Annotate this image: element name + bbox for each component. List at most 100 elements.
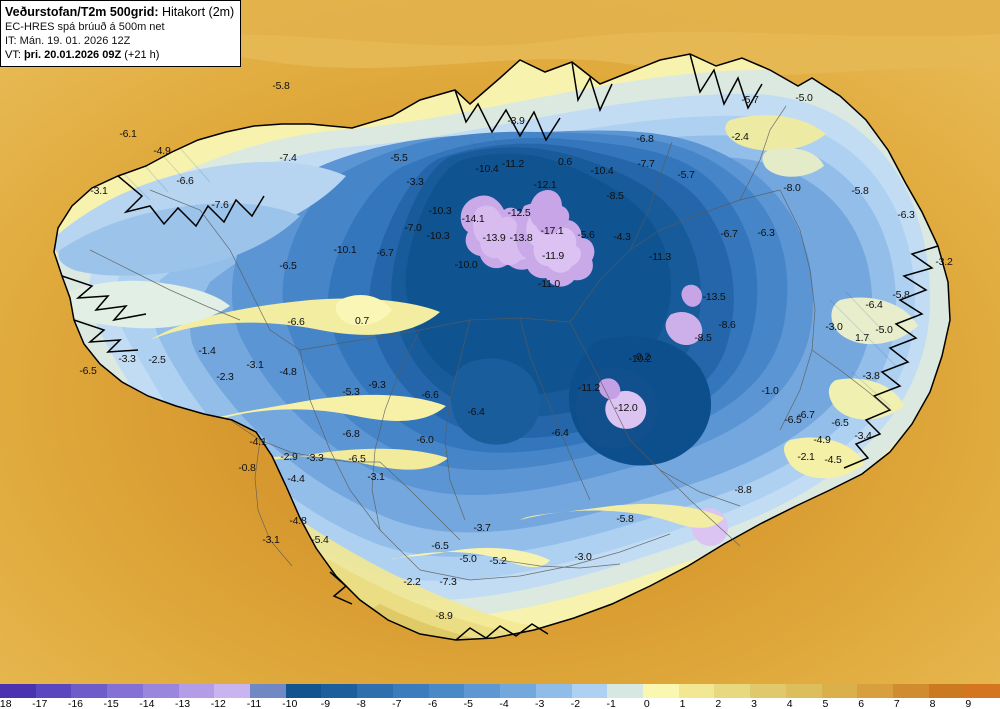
legend-tick: -11 [246, 698, 262, 709]
legend-swatch[interactable] [750, 684, 786, 698]
legend-tick: -14 [139, 698, 155, 709]
temperature-value-label: -6.6 [287, 316, 305, 328]
legend-swatch[interactable] [71, 684, 108, 698]
legend-tick: 8 [929, 698, 936, 709]
temperature-value-label: -4.5 [824, 454, 842, 466]
temperature-value-label: -4.9 [813, 434, 831, 446]
legend-tick-labels: -18-17-16-15-14-13-12-11-10-9-8-7-6-5-4-… [0, 698, 1000, 709]
temperature-value-label: -3.1 [262, 534, 280, 546]
temperature-value-label: -8.6 [718, 319, 736, 331]
temperature-value-label: -10.4 [475, 163, 499, 175]
map-canvas [0, 0, 1000, 684]
temperature-value-label: -4.8 [279, 366, 297, 378]
legend-swatch[interactable] [964, 684, 1000, 698]
legend-tick: 5 [822, 698, 829, 709]
legend-tick: -15 [103, 698, 119, 709]
temperature-value-label: -6.3 [757, 227, 775, 239]
temperature-value-label: 0.6 [558, 156, 572, 168]
temperature-value-label: -3.3 [406, 176, 424, 188]
temperature-value-label: -5.0 [795, 92, 813, 104]
legend-swatch[interactable] [464, 684, 501, 698]
legend-swatch[interactable] [857, 684, 893, 698]
temperature-value-label: -8.5 [606, 190, 624, 202]
temperature-map[interactable]: -6.9-5.8-6.1-4.9-6.6-7.4-3.1-7.6-6.5-10.… [0, 0, 1000, 684]
panel-title-rest: Hitakort (2m) [158, 5, 235, 19]
temperature-value-label: -11.2 [577, 382, 601, 394]
legend-swatch[interactable] [678, 684, 715, 698]
temperature-value-label: -4.8 [289, 515, 307, 527]
legend-swatch[interactable] [0, 684, 36, 698]
temperature-value-label: -6.5 [431, 540, 449, 552]
temperature-value-label: -7.3 [439, 576, 457, 588]
temperature-value-label: -6.5 [79, 365, 97, 377]
legend-swatch[interactable] [142, 684, 179, 698]
temperature-value-label: -3.3 [306, 452, 324, 464]
legend-swatch[interactable] [785, 684, 822, 698]
temperature-value-label: -5.0 [875, 324, 893, 336]
legend-swatch[interactable] [107, 684, 143, 698]
legend-swatch[interactable] [607, 684, 643, 698]
legend-tick: -8 [356, 698, 366, 709]
temperature-value-label: -5.8 [616, 513, 634, 525]
legend-swatch[interactable] [892, 684, 929, 698]
temperature-value-label: -2.4 [731, 131, 749, 143]
legend-swatch[interactable] [392, 684, 429, 698]
legend-tick: -13 [174, 698, 191, 709]
legend-swatch[interactable] [428, 684, 465, 698]
temperature-value-label: -3.1 [90, 185, 108, 197]
legend-swatch[interactable] [535, 684, 572, 698]
legend-swatch[interactable] [571, 684, 608, 698]
temperature-value-label: -12.0 [614, 402, 638, 414]
color-scale-legend[interactable]: -18-17-16-15-14-13-12-11-10-9-8-7-6-5-4-… [0, 684, 1000, 709]
temperature-value-label: -5.8 [892, 289, 910, 301]
legend-swatch[interactable] [35, 684, 72, 698]
temperature-value-label: -5.5 [390, 152, 408, 164]
legend-tick: -18 [0, 698, 12, 709]
temperature-value-label: -8.0 [783, 182, 801, 194]
legend-swatch[interactable] [500, 684, 536, 698]
legend-swatch[interactable] [285, 684, 322, 698]
temperature-value-label: -5.7 [677, 169, 695, 181]
legend-swatch[interactable] [642, 684, 679, 698]
temperature-value-label: -7.6 [211, 199, 229, 211]
temperature-value-label: -2.3 [216, 371, 234, 383]
temperature-value-label: -10.2 [628, 353, 652, 365]
legend-color-bar[interactable] [0, 684, 1000, 698]
temperature-value-label: -2.1 [797, 451, 815, 463]
temperature-value-label: -6.7 [720, 228, 738, 240]
temperature-value-label: -6.4 [551, 427, 569, 439]
temperature-value-label: -10.0 [454, 259, 478, 271]
legend-swatch[interactable] [357, 684, 393, 698]
legend-tick: 0 [643, 698, 650, 709]
legend-swatch[interactable] [928, 684, 965, 698]
temperature-value-label: -6.8 [342, 428, 360, 440]
valid-lead: (+21 h) [121, 49, 160, 62]
temperature-value-label: -5.7 [741, 94, 759, 106]
temperature-value-label: -3.1 [367, 471, 385, 483]
legend-swatch[interactable] [821, 684, 858, 698]
temperature-value-label: -14.1 [461, 213, 485, 225]
temperature-value-label: -6.6 [176, 175, 194, 187]
legend-swatch[interactable] [321, 684, 358, 698]
legend-swatch[interactable] [178, 684, 215, 698]
legend-tick: -9 [320, 698, 331, 709]
legend-swatch[interactable] [214, 684, 251, 698]
temperature-value-label: -3.8 [862, 370, 880, 382]
temperature-value-label: -1.0 [761, 385, 779, 397]
temperature-value-label: -6.1 [119, 128, 137, 140]
legend-tick: -5 [463, 698, 473, 709]
panel-title-strong: Veðurstofan/T2m 500grid: [5, 5, 159, 19]
legend-swatch[interactable] [714, 684, 751, 698]
valid-timestamp: þri. 20.01.2026 09Z [23, 49, 122, 62]
temperature-value-label: -5.8 [851, 185, 869, 197]
legend-tick: 4 [786, 698, 793, 709]
legend-tick: -16 [67, 698, 84, 709]
temperature-value-label: -3.3 [118, 353, 136, 365]
temperature-value-label: -6.4 [467, 406, 485, 418]
temperature-value-label: -8.9 [435, 610, 453, 622]
temperature-value-label: -5.0 [459, 553, 477, 565]
legend-swatch[interactable] [250, 684, 286, 698]
temperature-value-label: 1.7 [855, 332, 869, 344]
temperature-value-label: -10.3 [428, 205, 452, 217]
temperature-value-label: -5.2 [489, 555, 507, 567]
